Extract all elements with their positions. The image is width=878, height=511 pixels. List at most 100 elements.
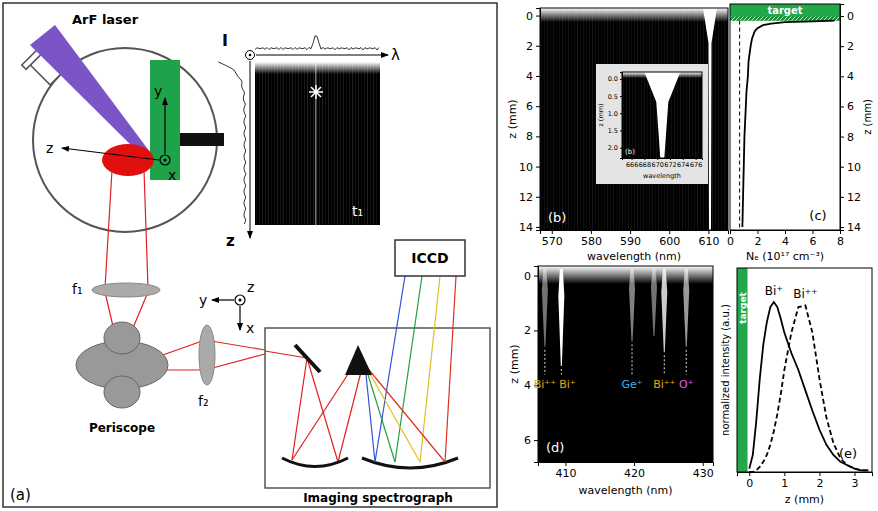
tick-label: 0.5 [608,93,618,101]
image-marks [540,8,728,230]
periscope-bottom [104,376,140,408]
streak [292,62,293,225]
plot-background [730,4,840,230]
streak [361,62,362,225]
axis-arrow [62,148,159,160]
tick-mark [620,113,622,114]
tick: 4 [526,70,540,83]
x-axis: 02468 [727,230,844,248]
tick-label: 12 [519,191,533,204]
tick-label: 3 [851,477,858,490]
axis-out [235,295,245,305]
target-label: target [767,5,802,16]
tick-label: 0 [526,10,533,23]
tick-mark [630,230,631,234]
tick-label: 668 [639,161,651,169]
tick: 1.0 [608,110,622,118]
tick-label: 410 [555,467,576,480]
panel-frame [3,3,497,507]
tick-mark [813,230,814,234]
streak [373,62,374,225]
streak [592,8,593,230]
line-label: Ge⁺ [621,378,642,391]
axis-arrow [250,61,251,238]
y-axis-title: z (mm) [862,99,873,135]
tick-label: 0 [847,10,854,23]
tick: 3 [851,472,858,490]
streak [367,62,368,225]
plot-frame [730,4,840,230]
axis-arrow [256,55,388,56]
streak [307,62,308,225]
ray [338,368,362,462]
tick-label: 430 [693,467,714,480]
lens-label: f₂ [198,393,209,409]
ray [292,358,307,460]
flat-mirror [295,345,320,372]
tick-label: 8 [526,130,533,143]
axis-label: z [46,140,53,156]
y-axis: 02468101214 [519,9,541,234]
panel-label: (e) [839,446,857,461]
streak [256,62,257,225]
streak [310,62,311,225]
tick: 2 [524,324,538,337]
tick-label: 600 [659,235,680,248]
tick: 0.5 [608,93,622,101]
crosshair [309,85,323,99]
data-line [749,305,868,472]
tick-mark [840,16,844,17]
streak [544,8,545,230]
axis-line [534,267,539,463]
axis-label: x [246,320,254,336]
streak [295,62,296,225]
continuum [255,62,380,74]
line-label: O⁺ [679,378,694,391]
streak [565,8,566,230]
tick-label: 6 [810,235,817,248]
tick: 10 [519,161,540,174]
image-marks [538,266,713,366]
tick-label: 1.5 [608,127,618,135]
streak [580,8,581,230]
line-label: Bi⁺⁺ [653,378,675,391]
streak [331,62,332,225]
tick: 676 [690,158,702,169]
streak [715,8,716,230]
streak [718,8,719,230]
streak [376,62,377,225]
streak [629,72,630,158]
tick-label: 580 [581,235,602,248]
x-axis: 666668670672674676 [623,158,703,169]
tick-mark [620,79,622,80]
plume [102,144,154,176]
streak [683,72,684,158]
position-label: z [226,232,235,250]
tick-label: 8 [847,131,854,144]
streak [280,62,281,225]
emission-line [651,269,657,336]
ray [420,276,440,462]
tick: 10 [840,161,861,174]
panel-label: (d) [546,440,564,455]
streak [583,8,584,230]
tick: 8 [840,131,854,144]
panel-label: (a) [10,486,31,504]
streak [680,72,681,158]
tick-label: 0 [727,235,734,248]
y-axis: 02468101214 [840,5,861,235]
ray [365,365,445,462]
tick-mark [708,230,709,234]
tick: 2.0 [608,144,622,152]
tick: 4 [840,70,854,83]
tick-label: 4 [526,70,533,83]
emission-line [661,269,667,352]
axis-out [246,51,255,60]
intensity-profile [218,62,246,224]
line-label: Bi⁺⁺ [534,378,556,391]
streak [334,62,335,225]
tick: 0 [526,10,540,23]
emission-line [629,269,635,341]
streak [349,62,350,225]
tick-mark [749,472,750,476]
